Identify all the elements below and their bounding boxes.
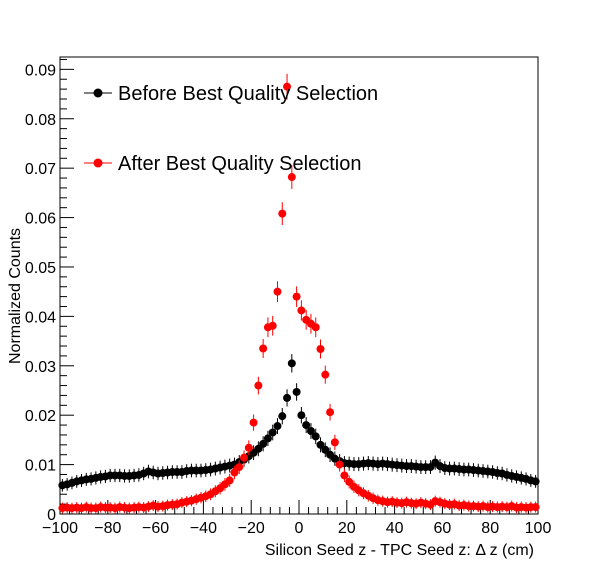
data-point xyxy=(259,344,268,353)
x-tick-label: 80 xyxy=(481,520,499,537)
x-tick-label: 0 xyxy=(295,520,304,537)
y-tick-label: 0.05 xyxy=(25,260,56,277)
x-tick-label: 100 xyxy=(525,520,552,537)
data-point xyxy=(263,434,272,443)
x-tick-label: −100 xyxy=(42,520,78,537)
data-point xyxy=(292,387,301,396)
y-tick-label: 0.04 xyxy=(25,309,56,326)
data-point xyxy=(292,292,301,301)
y-tick-label: 0.09 xyxy=(25,62,56,79)
data-point xyxy=(531,477,540,486)
x-axis-title: Silicon Seed z - TPC Seed z: Δ z (cm) xyxy=(265,542,534,559)
data-point xyxy=(283,82,292,91)
x-tick-label: −40 xyxy=(190,520,217,537)
y-tick-label: 0.08 xyxy=(25,112,56,129)
data-point xyxy=(335,460,344,469)
y-tick-label: 0.02 xyxy=(25,408,56,425)
legend: Before Best Quality Selection After Best … xyxy=(84,83,378,175)
data-point xyxy=(278,412,287,421)
series-layer xyxy=(58,73,540,514)
x-tick-label: −80 xyxy=(94,520,121,537)
x-tick-label: 20 xyxy=(338,520,356,537)
legend-label: Before Best Quality Selection xyxy=(118,83,378,105)
series-group xyxy=(58,354,540,492)
series-group xyxy=(58,73,540,514)
y-tick-label: 0.06 xyxy=(25,211,56,228)
data-point xyxy=(273,422,282,431)
y-tick-label: 0 xyxy=(47,507,56,524)
data-point xyxy=(268,321,277,330)
legend-marker xyxy=(93,88,103,98)
data-point xyxy=(316,344,325,353)
data-point xyxy=(302,421,311,430)
data-point xyxy=(278,209,287,218)
data-point xyxy=(273,287,282,296)
data-point xyxy=(230,468,239,477)
plot-frame xyxy=(59,56,539,515)
y-tick-label: 0.07 xyxy=(25,161,56,178)
x-tick-label: −60 xyxy=(142,520,169,537)
data-point xyxy=(268,428,277,437)
axes: −100 −80 −60 −40 −20 0 20 40 60 80 100 0 0.01 0.02 0.0… xyxy=(25,58,552,537)
data-point xyxy=(244,443,253,452)
data-point xyxy=(330,438,339,447)
data-point xyxy=(235,463,244,472)
data-point xyxy=(311,432,320,441)
x-tick-label: 40 xyxy=(386,520,404,537)
data-point xyxy=(311,323,320,332)
x-tick-label: −20 xyxy=(238,520,265,537)
data-point xyxy=(326,408,335,417)
data-point xyxy=(306,426,315,435)
data-point xyxy=(287,173,296,182)
data-point xyxy=(321,445,330,454)
data-point xyxy=(316,440,325,449)
y-tick-label: 0.01 xyxy=(25,458,56,475)
data-point xyxy=(340,471,349,480)
data-point xyxy=(259,439,268,448)
data-point xyxy=(531,503,540,512)
y-tick-label: 0.03 xyxy=(25,359,56,376)
data-point xyxy=(254,381,263,390)
y-axis-title: Normalized Counts xyxy=(7,228,24,364)
data-point xyxy=(283,393,292,402)
data-point xyxy=(321,370,330,379)
legend-marker xyxy=(93,158,103,168)
data-point xyxy=(225,476,234,485)
data-point xyxy=(297,306,306,315)
data-point xyxy=(345,477,354,486)
data-point xyxy=(249,418,258,427)
data-point xyxy=(297,411,306,420)
data-point xyxy=(240,453,249,462)
data-point xyxy=(254,444,263,453)
legend-label: After Best Quality Selection xyxy=(118,153,361,175)
data-point xyxy=(287,359,296,368)
x-tick-label: 60 xyxy=(434,520,452,537)
